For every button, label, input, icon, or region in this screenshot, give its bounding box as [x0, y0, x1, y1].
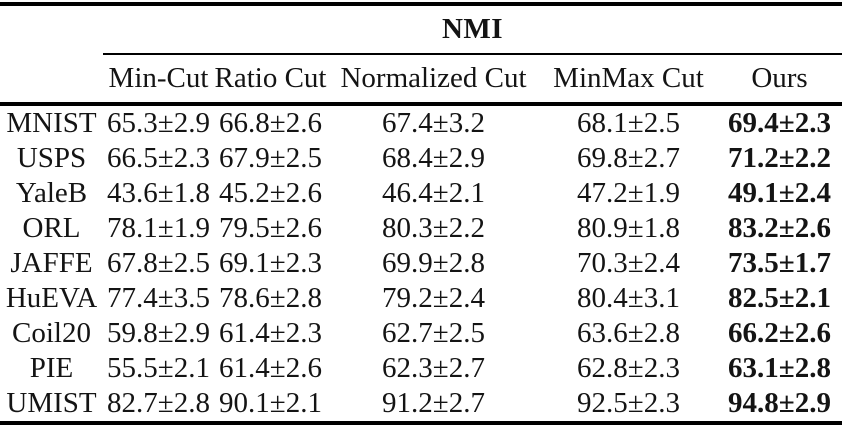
value-cell: 82.7±2.8	[107, 387, 210, 419]
value-cell: 79.5±2.6	[219, 212, 322, 244]
table-row: YaleB 43.6±1.8 45.2±2.6 46.4±2.1 47.2±1.…	[0, 176, 842, 211]
value-cell: 80.9±1.8	[577, 212, 680, 244]
value-cell: 46.4±2.1	[382, 177, 485, 209]
value-cell-ours: 63.1±2.8	[728, 352, 831, 384]
header-stub-cell	[0, 54, 103, 106]
value-cell: 78.6±2.8	[219, 282, 322, 314]
value-cell: 62.3±2.7	[382, 352, 485, 384]
value-cell: 66.5±2.3	[107, 142, 210, 174]
row-label: USPS	[16, 142, 87, 174]
value-cell: 80.4±3.1	[577, 282, 680, 314]
value-cell: 68.1±2.5	[577, 107, 680, 139]
results-table-wrapper: NMI Min-Cut Ratio Cut Normalized Cut Min…	[0, 2, 842, 425]
table-row: JAFFE 67.8±2.5 69.1±2.3 69.9±2.8 70.3±2.…	[0, 246, 842, 281]
column-header-ours: Ours	[717, 54, 842, 106]
value-cell: 67.4±3.2	[382, 107, 485, 139]
value-cell: 68.4±2.9	[382, 142, 485, 174]
column-header-ratio-cut: Ratio Cut	[214, 54, 327, 106]
table-row: UMIST 82.7±2.8 90.1±2.1 91.2±2.7 92.5±2.…	[0, 386, 842, 423]
value-cell: 69.8±2.7	[577, 142, 680, 174]
row-label: YaleB	[15, 177, 88, 209]
value-cell: 62.7±2.5	[382, 317, 485, 349]
row-label: UMIST	[6, 387, 97, 419]
row-label: ORL	[22, 212, 81, 244]
column-header-min-cut: Min-Cut	[103, 54, 214, 106]
value-cell-ours: 73.5±1.7	[728, 247, 831, 279]
value-cell: 65.3±2.9	[107, 107, 210, 139]
table-row: Coil20 59.8±2.9 61.4±2.3 62.7±2.5 63.6±2…	[0, 316, 842, 351]
value-cell: 77.4±3.5	[107, 282, 210, 314]
table-row: HuEVA 77.4±3.5 78.6±2.8 79.2±2.4 80.4±3.…	[0, 281, 842, 316]
title-row: NMI	[0, 4, 842, 55]
value-cell: 61.4±2.3	[219, 317, 322, 349]
column-header-minmax-cut: MinMax Cut	[540, 54, 717, 106]
value-cell: 69.1±2.3	[219, 247, 322, 279]
value-cell-ours: 69.4±2.3	[728, 107, 831, 139]
value-cell-ours: 83.2±2.6	[728, 212, 831, 244]
row-label: PIE	[29, 352, 74, 384]
value-cell: 78.1±1.9	[107, 212, 210, 244]
row-label: HuEVA	[5, 282, 98, 314]
value-cell: 91.2±2.7	[382, 387, 485, 419]
value-cell: 80.3±2.2	[382, 212, 485, 244]
value-cell: 43.6±1.8	[107, 177, 210, 209]
value-cell-ours: 49.1±2.4	[728, 177, 831, 209]
value-cell: 45.2±2.6	[219, 177, 322, 209]
table-row: PIE 55.5±2.1 61.4±2.6 62.3±2.7 62.8±2.3 …	[0, 351, 842, 386]
value-cell: 63.6±2.8	[577, 317, 680, 349]
value-cell: 70.3±2.4	[577, 247, 680, 279]
value-cell: 55.5±2.1	[107, 352, 210, 384]
value-cell: 47.2±1.9	[577, 177, 680, 209]
value-cell: 67.8±2.5	[107, 247, 210, 279]
title-stub-cell	[0, 4, 103, 54]
value-cell-ours: 82.5±2.1	[728, 282, 831, 314]
value-cell: 92.5±2.3	[577, 387, 680, 419]
value-cell: 67.9±2.5	[219, 142, 322, 174]
row-label: JAFFE	[10, 247, 93, 279]
table-row: ORL 78.1±1.9 79.5±2.6 80.3±2.2 80.9±1.8 …	[0, 211, 842, 246]
nmi-results-table: NMI Min-Cut Ratio Cut Normalized Cut Min…	[0, 2, 842, 425]
row-label: MNIST	[6, 107, 97, 139]
value-cell: 62.8±2.3	[577, 352, 680, 384]
table-row: MNIST 65.3±2.9 66.8±2.6 67.4±3.2 68.1±2.…	[0, 104, 842, 141]
value-cell: 61.4±2.6	[219, 352, 322, 384]
value-cell-ours: 94.8±2.9	[728, 387, 831, 419]
value-cell: 69.9±2.8	[382, 247, 485, 279]
table-title: NMI	[103, 4, 842, 55]
value-cell: 79.2±2.4	[382, 282, 485, 314]
column-header-normalized-cut: Normalized Cut	[327, 54, 540, 106]
value-cell-ours: 66.2±2.6	[728, 317, 831, 349]
value-cell: 90.1±2.1	[219, 387, 322, 419]
value-cell: 66.8±2.6	[219, 107, 322, 139]
table-row: USPS 66.5±2.3 67.9±2.5 68.4±2.9 69.8±2.7…	[0, 141, 842, 176]
value-cell-ours: 71.2±2.2	[728, 142, 831, 174]
column-header-row: Min-Cut Ratio Cut Normalized Cut MinMax …	[0, 54, 842, 106]
value-cell: 59.8±2.9	[107, 317, 210, 349]
row-label: Coil20	[12, 317, 91, 349]
